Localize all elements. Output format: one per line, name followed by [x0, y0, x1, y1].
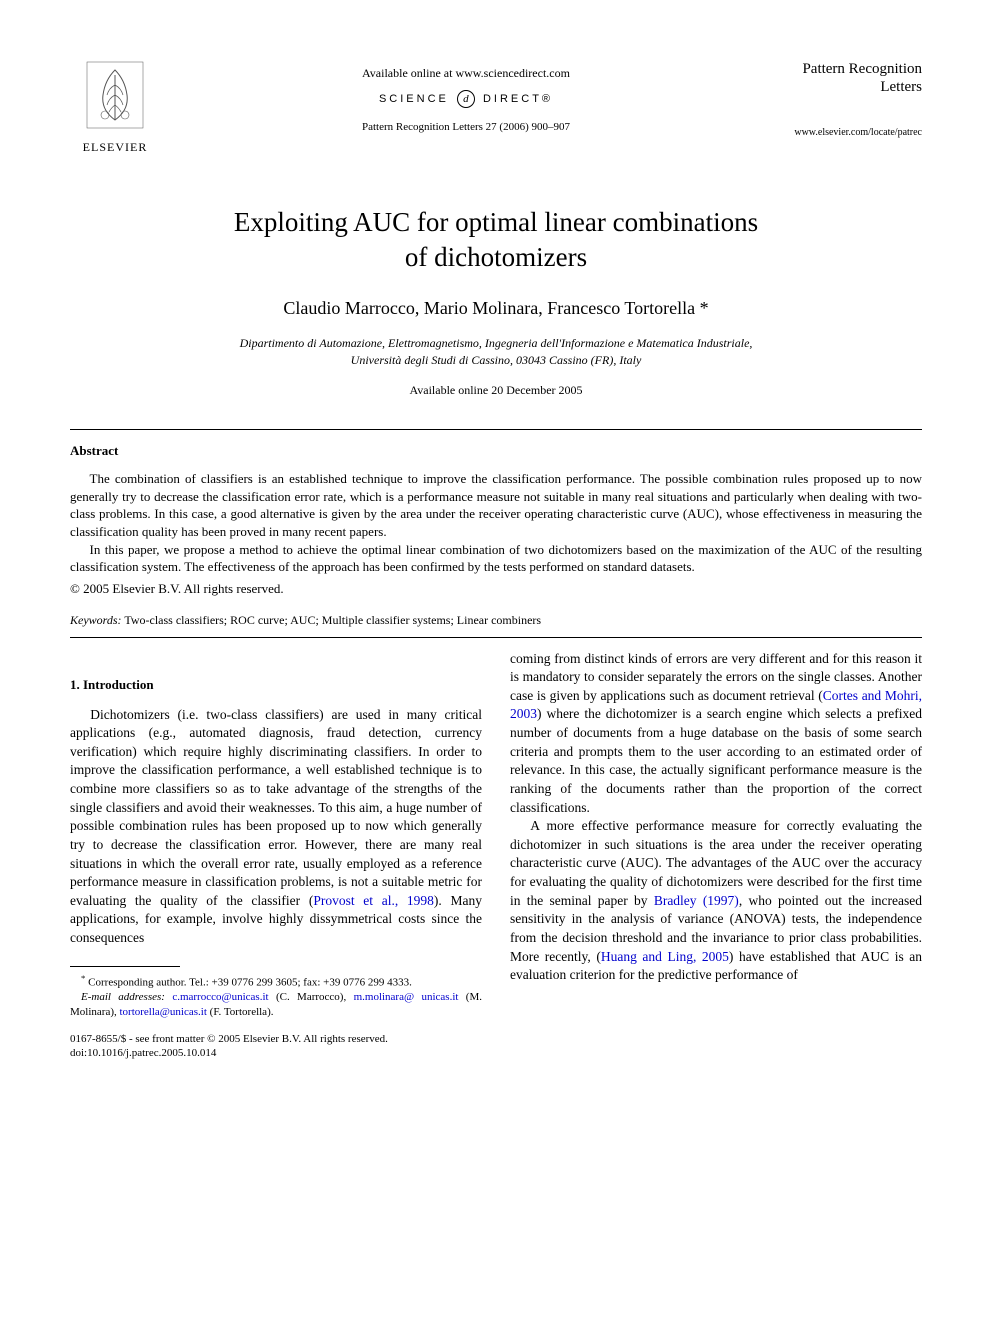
sd-left: SCIENCE: [379, 93, 449, 105]
body-columns: 1. Introduction Dichotomizers (i.e. two-…: [70, 650, 922, 1061]
intro-p1: Dichotomizers (i.e. two-class classifier…: [70, 706, 482, 948]
footnote-separator: [70, 966, 180, 967]
column-left: 1. Introduction Dichotomizers (i.e. two-…: [70, 650, 482, 1061]
col2-p1b: ) where the dichotomizer is a search eng…: [510, 706, 922, 814]
footnotes: * Corresponding author. Tel.: +39 0776 2…: [70, 973, 482, 1020]
email3-who: (F. Tortorella).: [207, 1006, 274, 1018]
ref-huang-ling-2005[interactable]: Huang and Ling, 2005: [601, 949, 729, 964]
ref-bradley-1997[interactable]: Bradley (1997): [654, 893, 739, 908]
affiliation: Dipartimento di Automazione, Elettromagn…: [70, 335, 922, 369]
divider-bottom: [70, 637, 922, 638]
abstract-heading: Abstract: [70, 442, 922, 460]
doi-block: 0167-8655/$ - see front matter © 2005 El…: [70, 1032, 482, 1061]
corresponding-author-note: * Corresponding author. Tel.: +39 0776 2…: [70, 973, 482, 991]
header-center: Available online at www.sciencedirect.co…: [160, 60, 772, 135]
copyright-line: © 2005 Elsevier B.V. All rights reserved…: [70, 580, 922, 598]
email-tortorella[interactable]: tortorella@unicas.it: [119, 1006, 206, 1018]
front-matter-line: 0167-8655/$ - see front matter © 2005 El…: [70, 1032, 482, 1046]
keywords-label: Keywords:: [70, 613, 122, 627]
journal-block: Pattern Recognition Letters www.elsevier…: [772, 60, 922, 140]
intro-p1a: Dichotomizers (i.e. two-class classifier…: [70, 707, 482, 908]
page-header: ELSEVIER Available online at www.science…: [70, 60, 922, 155]
section-1-heading: 1. Introduction: [70, 676, 482, 694]
science-direct-logo: SCIENCE d DIRECT®: [160, 90, 772, 108]
corr-text: Corresponding author. Tel.: +39 0776 299…: [88, 976, 412, 988]
journal-name: Pattern Recognition Letters: [772, 60, 922, 96]
email-marrocco[interactable]: c.marrocco@unicas.it: [172, 991, 268, 1003]
elsevier-tree-icon: [85, 60, 145, 130]
keywords-line: Keywords: Two-class classifiers; ROC cur…: [70, 612, 922, 629]
abstract-body: The combination of classifiers is an est…: [70, 470, 922, 575]
affiliation-line2: Università degli Studi di Cassino, 03043…: [351, 353, 642, 367]
publisher-name: ELSEVIER: [70, 139, 160, 156]
journal-url: www.elsevier.com/locate/patrec: [772, 126, 922, 140]
intro-p1-cont: coming from distinct kinds of errors are…: [510, 650, 922, 818]
journal-name-line1: Pattern Recognition: [802, 61, 922, 77]
keywords-text: Two-class classifiers; ROC curve; AUC; M…: [122, 613, 542, 627]
journal-name-line2: Letters: [880, 79, 922, 95]
abstract-p1: The combination of classifiers is an est…: [70, 470, 922, 540]
abstract-p2: In this paper, we propose a method to ac…: [70, 541, 922, 576]
email-molinara[interactable]: m.molinara@ unicas.it: [354, 991, 459, 1003]
email-label: E-mail addresses:: [81, 991, 165, 1003]
email-addresses: E-mail addresses: c.marrocco@unicas.it (…: [70, 990, 482, 1020]
intro-p2: A more effective performance measure for…: [510, 817, 922, 985]
publisher-logo-block: ELSEVIER: [70, 60, 160, 155]
availability-line: Available online at www.sciencedirect.co…: [160, 65, 772, 82]
email1-who: (C. Marrocco),: [269, 991, 354, 1003]
doi-line: doi:10.1016/j.patrec.2005.10.014: [70, 1046, 482, 1060]
title-line1: Exploiting AUC for optimal linear combin…: [234, 207, 758, 237]
asterisk-icon: *: [81, 973, 85, 983]
affiliation-line1: Dipartimento di Automazione, Elettromagn…: [240, 336, 753, 350]
article-title: Exploiting AUC for optimal linear combin…: [70, 205, 922, 275]
authors-line: Claudio Marrocco, Mario Molinara, France…: [70, 296, 922, 321]
citation-line: Pattern Recognition Letters 27 (2006) 90…: [160, 120, 772, 135]
sd-d-icon: d: [457, 90, 475, 108]
ref-provost-1998[interactable]: Provost et al., 1998: [313, 893, 434, 908]
divider-top: [70, 429, 922, 430]
column-right: coming from distinct kinds of errors are…: [510, 650, 922, 1061]
title-line2: of dichotomizers: [405, 242, 587, 272]
available-online-date: Available online 20 December 2005: [70, 382, 922, 399]
sd-right: DIRECT®: [483, 93, 553, 105]
